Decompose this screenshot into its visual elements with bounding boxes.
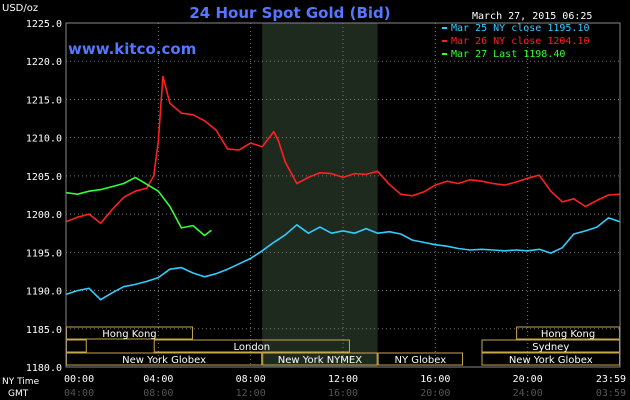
session-box <box>377 352 464 366</box>
x-tick-label-ny: 00:00 <box>64 374 94 385</box>
session-label: NY Globex <box>395 355 447 366</box>
market-sessions-layer: Hong Kong London New York Globex New York N… <box>66 326 620 366</box>
y-tick-label: 1200.0 <box>26 210 62 221</box>
legend-swatch <box>442 40 447 42</box>
x-tick-label-ny: 20:00 <box>513 374 543 385</box>
y-tick-label: 1205.0 <box>26 172 62 183</box>
session-label: New York Globex <box>509 355 593 366</box>
x-tick-label-gmt: 03:59 <box>596 388 626 399</box>
x-tick-label-gmt: 08:00 <box>143 388 173 399</box>
y-axis-unit-label: USD/oz <box>2 3 38 14</box>
legend-entry: Mar 27 Last 1198.40 <box>451 49 565 60</box>
plot-frame <box>65 22 621 368</box>
legend-entry: Mar 26 NY close 1204.10 <box>451 36 589 47</box>
x-row-label-gmt: GMT <box>8 389 29 399</box>
x-tick-label-ny: 04:00 <box>143 374 173 385</box>
watermark-url: www.kitco.com <box>68 40 196 58</box>
x-tick-label-gmt: 20:00 <box>420 388 450 399</box>
session-label: Hong Kong <box>102 329 156 340</box>
x-row-label-ny: NY Time <box>2 377 40 387</box>
x-tick-label-gmt: 12:00 <box>236 388 266 399</box>
x-tick-label-gmt: 24:00 <box>513 388 543 399</box>
y-tick-label: 1180.0 <box>26 363 62 374</box>
series-line-1 <box>65 217 621 301</box>
axis-layer: 1180.0 1185.0 1190.0 1195.0 1200.0 1205.0 1210… <box>2 19 626 399</box>
x-tick-label-gmt: 16:00 <box>328 388 358 399</box>
nymex-hours-band <box>262 23 378 367</box>
series-line-3 <box>65 176 212 237</box>
y-tick-label: 1210.0 <box>26 134 62 145</box>
session-label: Sydney <box>532 342 569 353</box>
highlight-band-layer <box>262 23 378 367</box>
y-tick-label: 1220.0 <box>26 57 62 68</box>
x-tick-label-ny: 08:00 <box>236 374 266 385</box>
series-line-2 <box>65 75 621 225</box>
y-tick-label: 1185.0 <box>26 325 62 336</box>
x-tick-label-gmt: 04:00 <box>64 388 94 399</box>
session-label: New York Globex <box>122 355 206 366</box>
legend: Mar 25 NY close 1195.10 Mar 26 NY close 1… <box>442 23 589 60</box>
session-label: New York NYMEX <box>278 355 363 366</box>
session-label: Hong Kong <box>541 329 595 340</box>
session-label: London <box>233 342 270 353</box>
y-tick-label: 1215.0 <box>26 95 62 106</box>
y-tick-label: 1225.0 <box>26 19 62 30</box>
legend-entry: Mar 25 NY close 1195.10 <box>451 23 589 34</box>
y-tick-label: 1195.0 <box>26 248 62 259</box>
x-tick-label-ny: 16:00 <box>420 374 450 385</box>
series-layer <box>65 75 621 301</box>
chart-title: 24 Hour Spot Gold (Bid) <box>189 4 390 22</box>
x-tick-label-ny: 12:00 <box>328 374 358 385</box>
session-box <box>153 339 350 353</box>
x-tick-label-ny: 23:59 <box>596 374 626 385</box>
legend-swatch <box>442 27 447 29</box>
chart-date: March 27, 2015 06:25 <box>472 11 592 22</box>
session-box <box>262 352 378 366</box>
y-tick-label: 1190.0 <box>26 287 62 298</box>
legend-swatch <box>442 53 447 55</box>
